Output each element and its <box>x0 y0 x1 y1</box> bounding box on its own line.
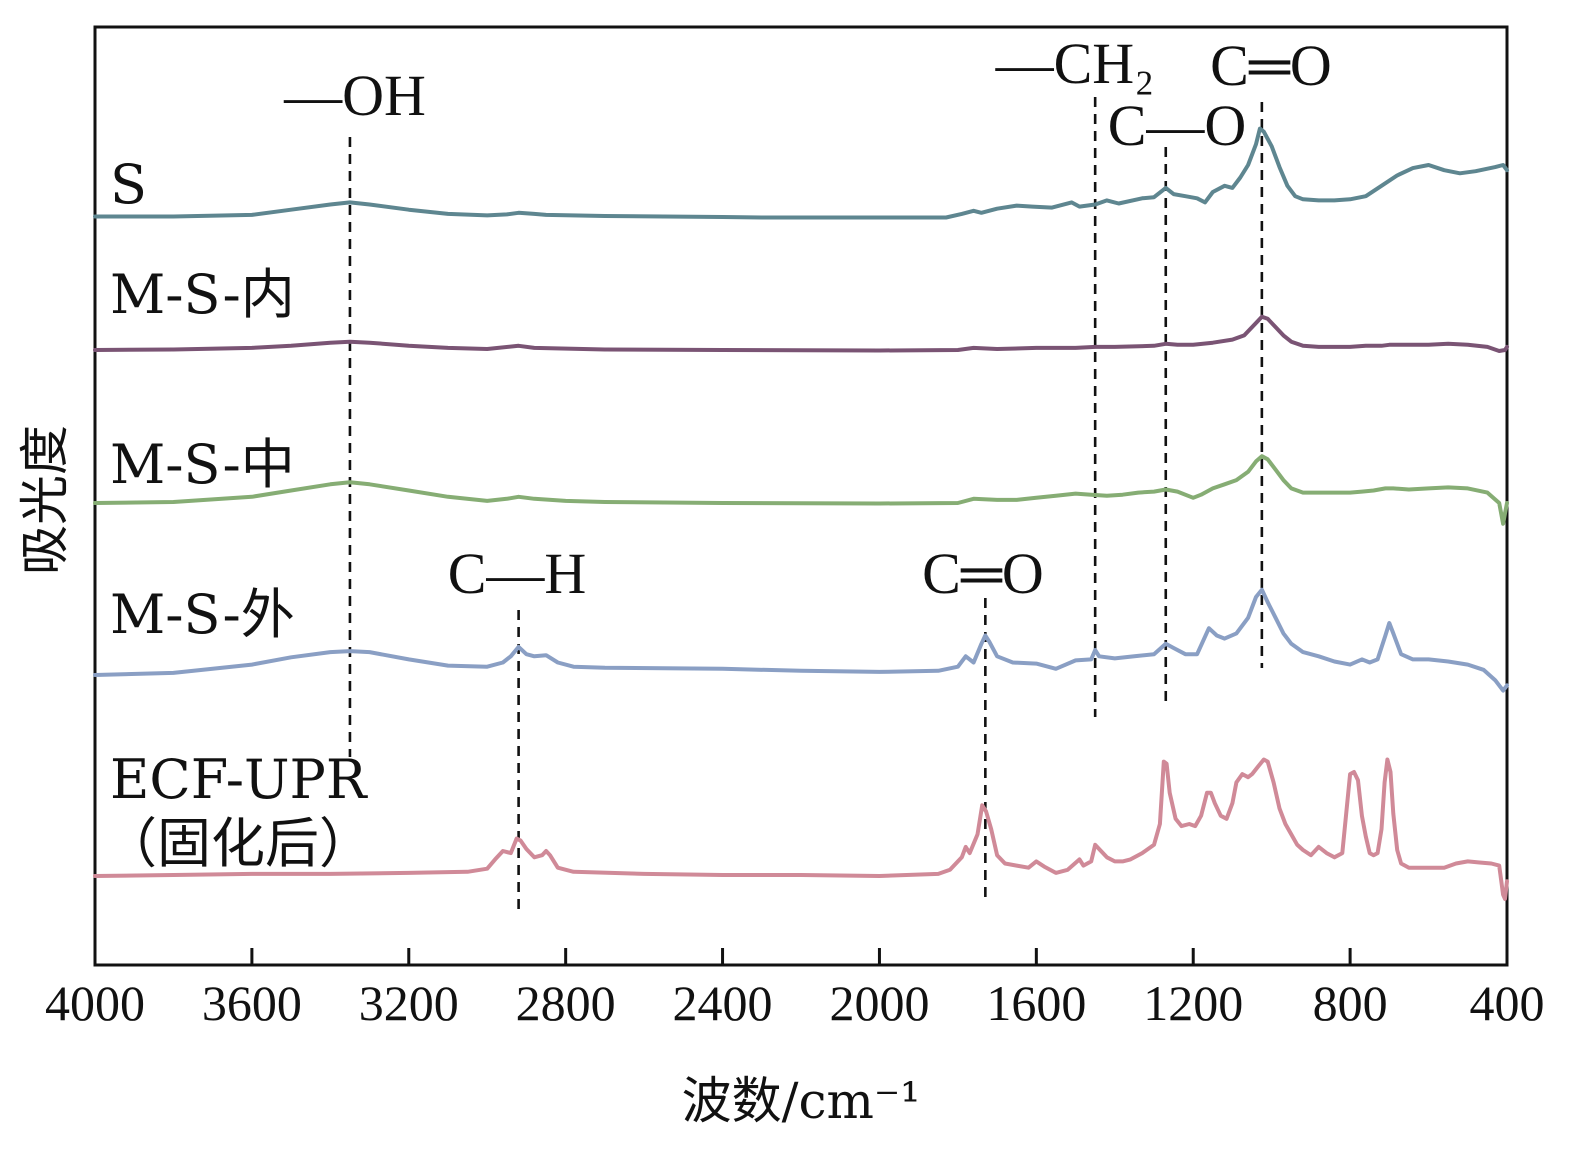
peak-label: C═O <box>922 541 1044 606</box>
series-label: M-S-内 <box>110 263 295 326</box>
peak-label: —OH <box>283 63 426 128</box>
series-labels: S M-S-内 M-S-中 M-S-外 ECF-UPR（固化后） <box>103 153 373 875</box>
peak-label: C—O <box>1108 93 1247 158</box>
series-label: S <box>110 153 147 216</box>
series-line <box>93 587 1509 693</box>
series-line <box>93 757 1509 901</box>
y-axis-title: 吸光度 <box>16 425 74 575</box>
series-label-line2: （固化后） <box>103 812 373 875</box>
peak-label: C—H <box>448 541 587 606</box>
x-tick-label: 1200 <box>1143 975 1243 1031</box>
x-axis-ticks <box>93 948 1509 965</box>
x-tick-label: 3600 <box>202 975 302 1031</box>
x-tick-label: 400 <box>1470 975 1545 1031</box>
peak-label: C═O <box>1210 33 1332 98</box>
x-tick-label: 1600 <box>986 975 1086 1031</box>
x-axis-title: 波数/cm⁻¹ <box>682 1072 921 1130</box>
spectra <box>93 126 1509 901</box>
x-tick-label: 2400 <box>673 975 773 1031</box>
x-tick-label: 2000 <box>829 975 929 1031</box>
x-tick-label: 800 <box>1313 975 1388 1031</box>
x-tick-label: 3200 <box>359 975 459 1031</box>
series-label: M-S-中 <box>110 433 295 496</box>
series-label: ECF-UPR <box>110 748 368 811</box>
series-line <box>93 314 1509 353</box>
peak-label: —CH₂ <box>995 31 1155 96</box>
series-label: M-S-外 <box>110 583 295 646</box>
series-line <box>93 126 1509 220</box>
x-axis-tick-labels: 4000 3600 3200 2800 2400 2000 1600 1200 800 400 <box>45 975 1545 1031</box>
plot-border <box>93 25 1509 967</box>
plot-frame <box>93 25 1509 967</box>
x-tick-label: 4000 <box>45 975 145 1031</box>
series-line <box>93 454 1509 526</box>
x-tick-label: 2800 <box>516 975 616 1031</box>
reference-lines <box>348 97 1264 912</box>
